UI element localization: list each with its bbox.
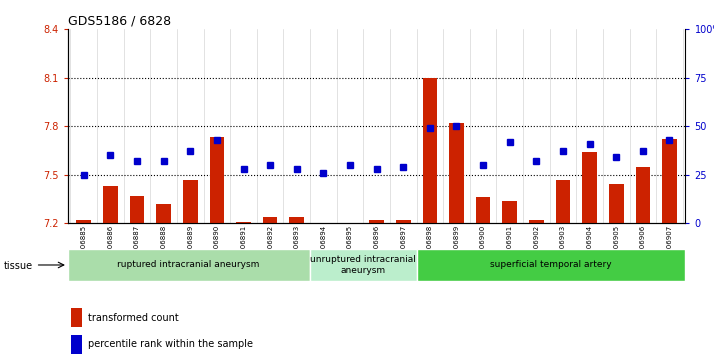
Bar (236, 222, 251, 223)
Bar (529, 220, 543, 223)
Bar (309, 249, 417, 281)
Bar (210, 138, 224, 223)
Bar (289, 217, 304, 223)
Bar (156, 204, 171, 223)
Text: tissue: tissue (4, 261, 33, 271)
Bar (71, 308, 82, 327)
Bar (476, 197, 491, 223)
Bar (662, 139, 677, 223)
Text: transformed count: transformed count (89, 313, 179, 323)
Text: superficial temporal artery: superficial temporal artery (491, 261, 612, 269)
Bar (396, 220, 411, 223)
Bar (263, 217, 278, 223)
Bar (68, 249, 309, 281)
Bar (71, 335, 82, 354)
Bar (635, 167, 650, 223)
Bar (76, 220, 91, 223)
Bar (183, 180, 198, 223)
Bar (417, 249, 685, 281)
Bar (555, 180, 570, 223)
Text: ruptured intracranial aneurysm: ruptured intracranial aneurysm (118, 261, 260, 269)
Text: percentile rank within the sample: percentile rank within the sample (89, 339, 253, 349)
Bar (369, 220, 384, 223)
Bar (103, 186, 118, 223)
Text: unruptured intracranial
aneurysm: unruptured intracranial aneurysm (311, 255, 416, 275)
Text: GDS5186 / 6828: GDS5186 / 6828 (68, 15, 171, 28)
Bar (609, 184, 623, 223)
Bar (423, 78, 437, 223)
Bar (130, 196, 144, 223)
Bar (449, 123, 464, 223)
Bar (583, 152, 597, 223)
Bar (503, 201, 517, 223)
Bar (343, 223, 357, 225)
